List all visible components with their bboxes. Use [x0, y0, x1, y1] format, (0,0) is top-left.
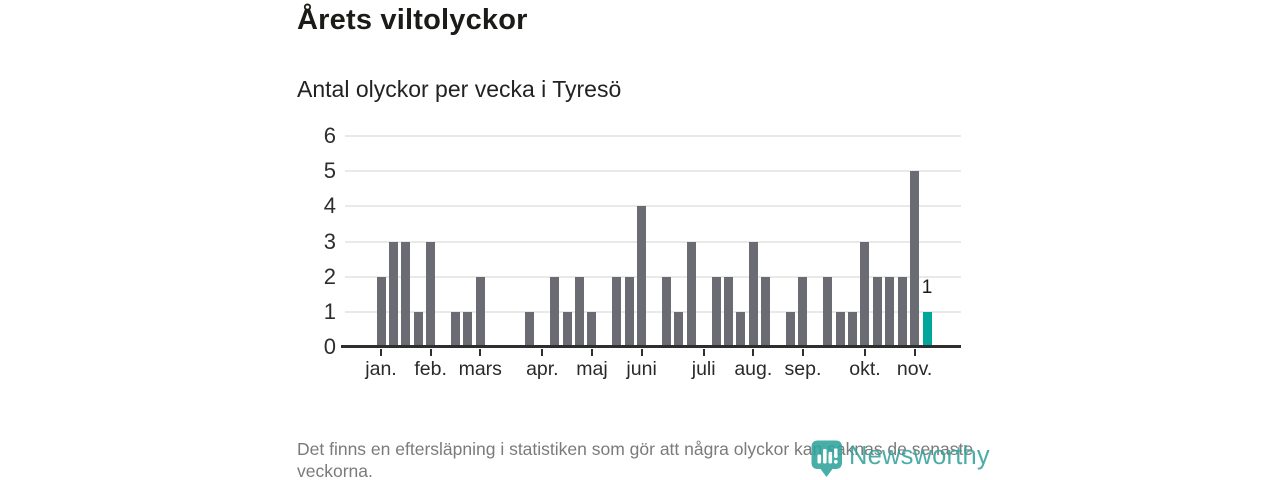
y-axis-label: 3	[323, 228, 336, 254]
bar	[426, 241, 436, 347]
newsworthy-logo-text: Newsworthy	[849, 441, 990, 470]
bar	[550, 276, 560, 347]
bar	[798, 276, 808, 347]
x-axis-month-label: okt.	[849, 358, 881, 380]
x-axis-month-label: nov.	[896, 358, 933, 380]
bar	[475, 276, 485, 347]
x-axis-month-label: juli	[691, 358, 716, 380]
y-axis-label: 5	[323, 158, 336, 184]
x-axis-month-label: mars	[458, 358, 502, 380]
bar	[897, 276, 907, 347]
x-axis-month-label: jan.	[365, 358, 397, 380]
bar	[736, 311, 746, 347]
x-axis-tick	[913, 349, 916, 356]
bar	[860, 241, 870, 347]
bar	[686, 241, 696, 347]
bar	[450, 311, 460, 347]
bar	[711, 276, 721, 347]
bar	[376, 276, 386, 347]
bar	[674, 311, 684, 347]
bar	[562, 311, 572, 347]
y-axis-label: 1	[323, 298, 336, 324]
y-axis-label: 0	[323, 334, 336, 359]
y-axis-label: 2	[323, 263, 336, 289]
bar	[723, 276, 733, 347]
bar	[612, 276, 622, 347]
bar	[637, 206, 647, 347]
bar	[848, 311, 858, 347]
bar	[463, 311, 473, 347]
y-axis-label: 4	[323, 193, 336, 219]
gridline	[345, 170, 961, 173]
bar	[587, 311, 597, 347]
x-axis-tick	[590, 349, 593, 356]
chart-subtitle: Antal olyckor per vecka i Tyresö	[297, 76, 622, 102]
bar	[388, 241, 398, 347]
x-axis-tick	[752, 349, 755, 356]
x-axis-month-label: aug.	[734, 358, 773, 380]
highlight-value-label: 1	[921, 276, 933, 298]
bar	[910, 171, 920, 347]
gridline	[345, 205, 961, 208]
x-axis-tick	[702, 349, 705, 356]
x-axis-tick	[863, 349, 866, 356]
newsworthy-logo-icon	[811, 440, 842, 477]
gridline	[345, 135, 961, 137]
x-axis-month-label: feb.	[414, 358, 447, 380]
bar	[624, 276, 634, 347]
gridline	[345, 240, 961, 243]
x-axis-tick	[380, 349, 382, 356]
bar	[661, 276, 671, 347]
bar	[401, 241, 411, 347]
bar	[575, 276, 585, 347]
x-axis-tick	[429, 349, 432, 356]
chart-title: Årets viltolyckor	[297, 4, 528, 36]
gridline	[345, 310, 961, 313]
bar	[835, 311, 845, 347]
bar	[525, 311, 535, 347]
newsworthy-logo: Newsworthy	[811, 440, 990, 478]
footer-note: Det finns en eftersläpning i statistiken…	[297, 439, 974, 480]
x-axis-month-label: sep.	[784, 358, 822, 380]
bar-chart-plot: 0 1 2 3 4 5 6 1 jan. feb. mars apr. maj juni juli aug. s…	[324, 124, 961, 380]
gridline	[345, 275, 961, 278]
x-axis-tick	[801, 349, 804, 356]
bar	[786, 311, 796, 347]
bar	[885, 276, 895, 347]
x-axis-tick	[479, 349, 482, 356]
bar	[748, 241, 758, 347]
x-axis-month-label: juni	[626, 358, 657, 380]
bar	[823, 276, 833, 347]
x-axis-line	[341, 345, 961, 348]
bar	[761, 276, 771, 347]
x-axis-tick	[541, 349, 544, 356]
x-axis-tick	[640, 349, 643, 356]
bar	[872, 276, 882, 347]
x-axis-month-label: maj	[576, 358, 608, 380]
y-axis-label: 6	[323, 123, 336, 148]
bar-highlighted-current-week	[922, 311, 932, 347]
bar	[413, 311, 423, 347]
x-axis-month-label: apr.	[526, 358, 559, 380]
